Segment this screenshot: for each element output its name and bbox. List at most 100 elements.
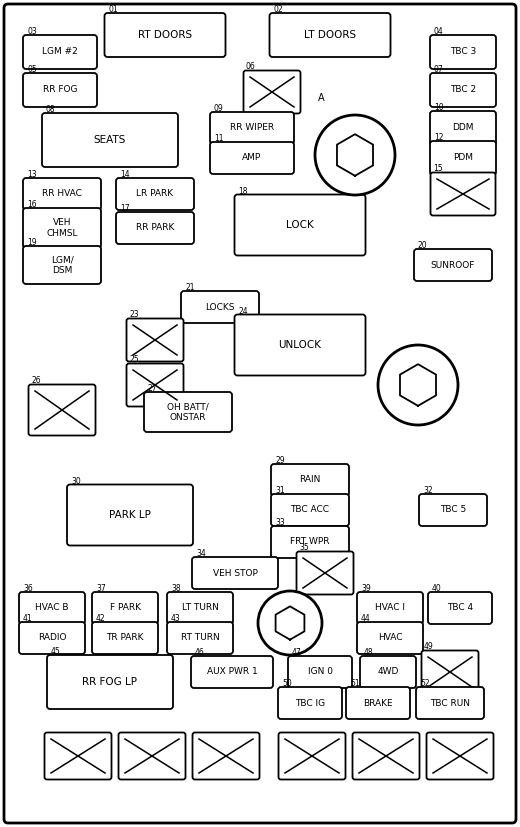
Text: 26: 26 (31, 376, 41, 385)
FancyBboxPatch shape (144, 392, 232, 432)
Text: RR FOG LP: RR FOG LP (83, 677, 137, 687)
FancyBboxPatch shape (419, 494, 487, 526)
Text: RR FOG: RR FOG (43, 85, 77, 94)
Text: AMP: AMP (242, 154, 262, 162)
Text: TBC 5: TBC 5 (440, 505, 466, 514)
FancyBboxPatch shape (271, 526, 349, 558)
Text: OH BATT/
ONSTAR: OH BATT/ ONSTAR (167, 402, 209, 422)
Text: 10: 10 (434, 103, 444, 112)
Text: BRAKE: BRAKE (363, 699, 393, 708)
Text: 4WD: 4WD (378, 667, 399, 676)
FancyBboxPatch shape (235, 194, 366, 256)
Text: 30: 30 (71, 476, 81, 485)
Text: RR HVAC: RR HVAC (42, 189, 82, 198)
Text: 23: 23 (129, 310, 139, 319)
Text: 32: 32 (423, 486, 433, 495)
FancyBboxPatch shape (167, 622, 233, 654)
Text: 07: 07 (434, 65, 444, 74)
Text: 41: 41 (23, 614, 33, 623)
Text: HVAC I: HVAC I (375, 604, 405, 613)
Text: RAIN: RAIN (300, 476, 321, 485)
FancyBboxPatch shape (430, 73, 496, 107)
Text: LT DOORS: LT DOORS (304, 30, 356, 40)
Text: FRT WPR: FRT WPR (290, 538, 330, 547)
Text: LT TURN: LT TURN (181, 604, 218, 613)
FancyBboxPatch shape (47, 655, 173, 709)
FancyBboxPatch shape (416, 687, 484, 719)
Text: VEH
CHMSL: VEH CHMSL (46, 218, 78, 237)
Text: TBC IG: TBC IG (295, 699, 325, 708)
Text: 43: 43 (171, 614, 181, 623)
FancyBboxPatch shape (92, 592, 158, 624)
Text: RR WIPER: RR WIPER (230, 123, 274, 132)
FancyBboxPatch shape (116, 212, 194, 244)
Circle shape (378, 345, 458, 425)
Text: 40: 40 (432, 584, 442, 593)
Text: 06: 06 (246, 62, 256, 71)
Text: 16: 16 (27, 200, 36, 209)
Text: RT TURN: RT TURN (180, 633, 219, 643)
FancyBboxPatch shape (23, 73, 97, 107)
Text: 49: 49 (424, 642, 434, 651)
FancyBboxPatch shape (42, 113, 178, 167)
Text: LR PARK: LR PARK (136, 189, 174, 198)
Text: LOCK: LOCK (286, 220, 314, 230)
Text: SUNROOF: SUNROOF (431, 261, 475, 270)
Text: 37: 37 (96, 584, 106, 593)
Text: 50: 50 (282, 679, 292, 688)
Text: A: A (318, 93, 324, 103)
Text: 52: 52 (420, 679, 430, 688)
Text: PARK LP: PARK LP (109, 510, 151, 520)
Text: DDM: DDM (452, 123, 474, 132)
Text: RADIO: RADIO (38, 633, 66, 643)
Text: 29: 29 (275, 456, 284, 465)
FancyBboxPatch shape (210, 112, 294, 144)
FancyBboxPatch shape (126, 318, 184, 361)
FancyBboxPatch shape (422, 651, 478, 694)
Text: TBC 2: TBC 2 (450, 85, 476, 94)
FancyBboxPatch shape (191, 656, 273, 688)
Text: 46: 46 (195, 648, 205, 657)
Text: RR PARK: RR PARK (136, 223, 174, 232)
Text: RT DOORS: RT DOORS (138, 30, 192, 40)
Text: 48: 48 (364, 648, 374, 657)
Circle shape (315, 115, 395, 195)
Text: TBC RUN: TBC RUN (430, 699, 470, 708)
Text: 01: 01 (109, 5, 118, 14)
FancyBboxPatch shape (210, 142, 294, 174)
Text: TBC 4: TBC 4 (447, 604, 473, 613)
Circle shape (258, 591, 322, 655)
FancyBboxPatch shape (29, 385, 96, 436)
Text: 17: 17 (120, 204, 129, 213)
Text: LGM #2: LGM #2 (42, 47, 78, 56)
Text: LOCKS: LOCKS (205, 303, 235, 312)
Text: 21: 21 (185, 283, 194, 292)
FancyBboxPatch shape (235, 314, 366, 375)
FancyBboxPatch shape (430, 141, 496, 175)
FancyBboxPatch shape (92, 622, 158, 654)
Text: 31: 31 (275, 486, 284, 495)
Text: 11: 11 (214, 134, 224, 143)
FancyBboxPatch shape (288, 656, 352, 688)
Text: 38: 38 (171, 584, 180, 593)
Text: 20: 20 (418, 241, 427, 250)
FancyBboxPatch shape (119, 733, 186, 780)
Text: 14: 14 (120, 170, 129, 179)
FancyBboxPatch shape (23, 208, 101, 248)
Text: HVAC: HVAC (378, 633, 402, 643)
FancyBboxPatch shape (271, 494, 349, 526)
FancyBboxPatch shape (428, 592, 492, 624)
Text: UNLOCK: UNLOCK (279, 340, 321, 350)
FancyBboxPatch shape (23, 246, 101, 284)
FancyBboxPatch shape (67, 485, 193, 546)
FancyBboxPatch shape (296, 552, 354, 595)
Text: 51: 51 (350, 679, 360, 688)
Text: VEH STOP: VEH STOP (213, 568, 257, 577)
Text: 42: 42 (96, 614, 106, 623)
FancyBboxPatch shape (23, 35, 97, 69)
FancyBboxPatch shape (357, 592, 423, 624)
Text: 12: 12 (434, 133, 444, 142)
FancyBboxPatch shape (278, 687, 342, 719)
Text: 02: 02 (274, 5, 283, 14)
FancyBboxPatch shape (431, 173, 496, 216)
